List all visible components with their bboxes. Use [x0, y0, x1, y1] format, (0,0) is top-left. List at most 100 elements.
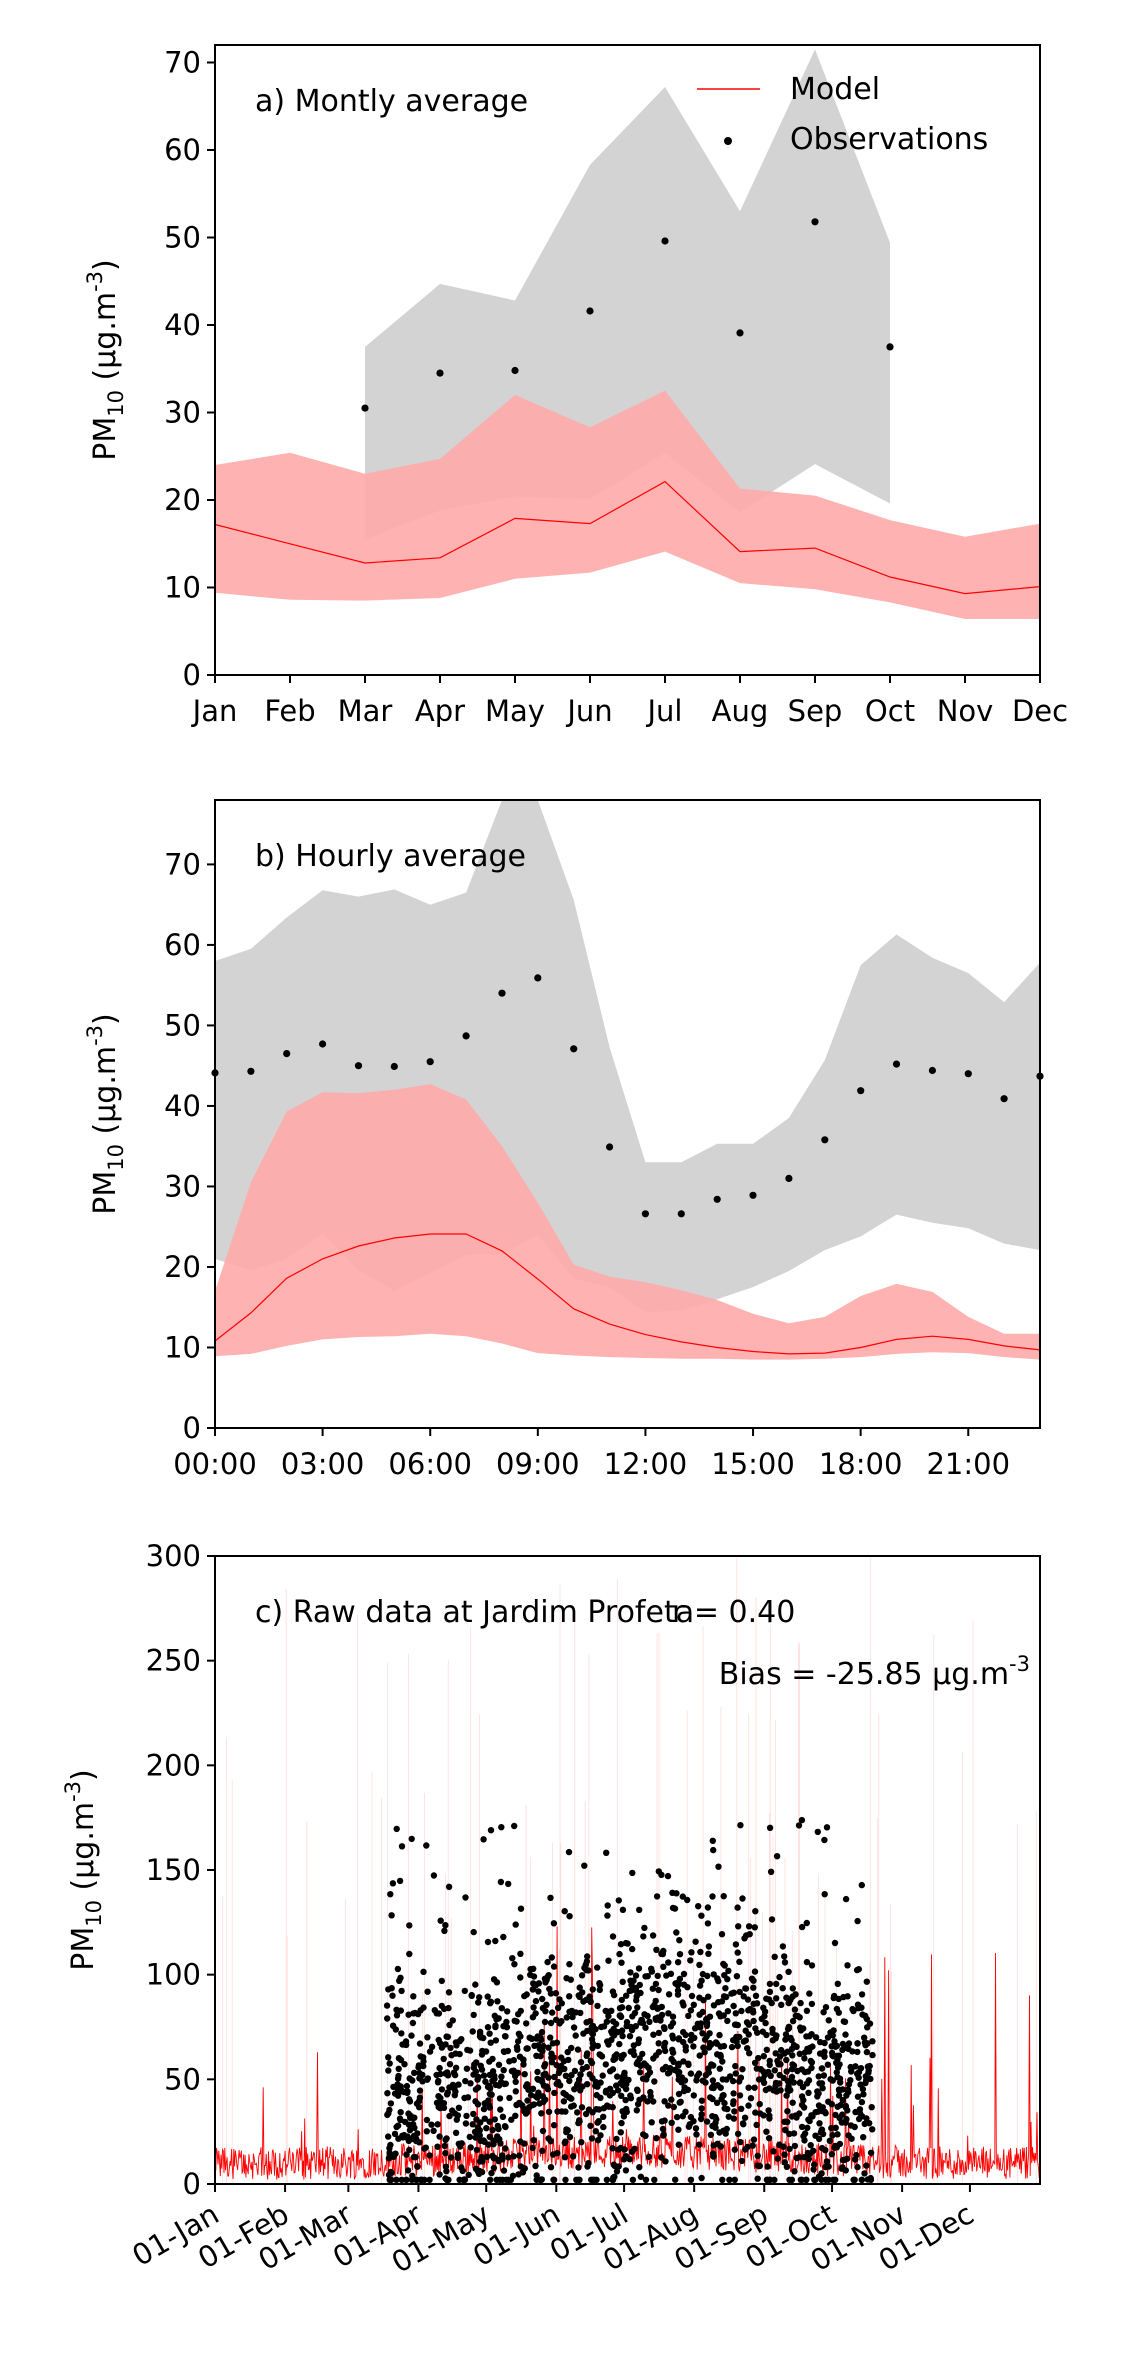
- c-observation-point: [797, 2027, 805, 2034]
- c-observation-point: [705, 2065, 712, 2072]
- c-observation-point: [833, 2042, 841, 2050]
- c-y-tick-label: 0: [183, 2167, 201, 2201]
- c-observation-point: [538, 2176, 545, 2183]
- c-observation-point: [490, 1976, 498, 1983]
- c-observation-point: [566, 1913, 573, 1920]
- c-observation-point: [600, 2023, 608, 2030]
- c-observation-point: [549, 2009, 556, 2016]
- c-observation-point: [594, 2137, 602, 2144]
- c-observation-point: [816, 2120, 823, 2127]
- c-observation-point: [734, 2042, 741, 2050]
- c-observation-point: [676, 1975, 684, 1983]
- c-observation-point: [540, 2042, 547, 2050]
- c-observation-point: [384, 2111, 391, 2119]
- c-observation-point: [456, 2176, 463, 2183]
- c-observation-point: [568, 2095, 575, 2102]
- c-observation-point: [423, 2076, 431, 2083]
- c-observation-point: [480, 2105, 488, 2113]
- c-observation-point: [387, 2168, 394, 2176]
- b-observation-point: [785, 1174, 793, 1182]
- c-observation-point: [618, 2092, 625, 2099]
- c-observation-point: [665, 1959, 672, 1966]
- b-observation-points: [211, 974, 1044, 1218]
- c-observation-point: [674, 1991, 682, 1998]
- c-observation-point: [521, 2105, 528, 2113]
- c-observation-point: [790, 2130, 798, 2137]
- b-observation-point: [606, 1143, 614, 1151]
- c-observation-point: [704, 1920, 712, 1927]
- c-observation-point: [669, 2019, 677, 2027]
- c-observation-point: [751, 1924, 758, 1931]
- c-observation-point: [842, 2104, 850, 2111]
- c-observation-point: [752, 1992, 760, 2000]
- c-observation-point: [698, 2174, 705, 2182]
- c-observation-point: [576, 1984, 583, 1991]
- c-observation-point: [679, 2113, 686, 2120]
- c-observation-point: [484, 2024, 492, 2031]
- c-observation-point: [615, 1897, 622, 1904]
- c-observation-point: [856, 2109, 864, 2117]
- c-observation-point: [817, 2129, 825, 2136]
- c-observation-point: [863, 2048, 871, 2056]
- b-observation-point: [354, 1062, 363, 1070]
- b-observation-point: [247, 1067, 255, 1075]
- c-observation-point: [692, 2125, 700, 2132]
- c-observation-point: [659, 2125, 667, 2133]
- c-observation-point: [461, 2094, 468, 2102]
- c-observation-point: [609, 2145, 616, 2152]
- c-observation-point: [387, 2100, 395, 2107]
- c-observation-point: [589, 2030, 597, 2038]
- c-observation-point: [728, 1990, 735, 1997]
- c-observation-point: [720, 2092, 727, 2099]
- c-observation-point: [515, 2030, 523, 2038]
- c-observation-point: [472, 2165, 480, 2172]
- c-observation-point: [530, 2137, 537, 2144]
- c-observation-point: [470, 1928, 477, 1936]
- a-legend-model-label: Model: [790, 72, 880, 107]
- c-observation-point: [408, 2135, 415, 2143]
- c-observation-point: [517, 1950, 524, 1958]
- c-observation-point: [383, 2002, 391, 2009]
- c-observation-point: [473, 2116, 480, 2123]
- c-observation-point: [594, 2042, 601, 2050]
- c-observation-point: [820, 2072, 828, 2079]
- c-observation-point: [405, 2011, 412, 2018]
- c-y-axis-ticks: 0 50 100 150 200 250 300: [146, 1539, 215, 2201]
- c-observation-point: [634, 2087, 641, 2094]
- c-observation-point: [763, 2031, 770, 2039]
- c-observation-point: [789, 2061, 796, 2068]
- c-observation-point: [620, 2113, 628, 2120]
- c-observation-point: [752, 1908, 759, 1915]
- c-observation-point: [737, 2138, 744, 2146]
- c-observation-point: [533, 2176, 540, 2183]
- c-observation-point: [687, 2007, 695, 2014]
- panel-c-raw: 0 50 100 150 200 250 300 01-Jan01-Feb01-Mar01-…: [61, 1539, 1041, 2280]
- c-observation-point: [545, 2108, 553, 2115]
- c-observation-point: [618, 1959, 625, 1966]
- c-observation-point: [861, 2170, 868, 2177]
- c-observation-point: [756, 2162, 763, 2170]
- c-observation-point: [535, 2076, 542, 2083]
- c-observation-point: [405, 2096, 413, 2103]
- c-observation-point: [777, 2087, 784, 2094]
- c-observation-point: [474, 2084, 482, 2091]
- c-observation-point: [680, 2028, 687, 2036]
- c-observation-point: [629, 1945, 636, 1953]
- c-observation-point: [780, 2143, 787, 2150]
- c-observation-point: [394, 2085, 402, 2093]
- c-observation-point: [766, 2176, 774, 2183]
- b-observation-point: [713, 1195, 721, 1203]
- c-observation-point: [539, 2127, 547, 2135]
- c-observation-point: [393, 2006, 400, 2014]
- c-observation-point: [787, 2034, 794, 2042]
- c-observation-point: [570, 2102, 577, 2109]
- c-observation-point: [588, 2024, 595, 2031]
- c-observation-point: [669, 2035, 677, 2042]
- c-observation-point: [614, 2073, 621, 2080]
- c-observation-point: [435, 2077, 442, 2085]
- c-observation-point: [590, 2176, 598, 2183]
- c-observation-point: [570, 2024, 578, 2031]
- c-observation-point: [855, 2074, 862, 2081]
- c-observation-point: [854, 2048, 861, 2056]
- c-observation-point: [423, 2128, 430, 2135]
